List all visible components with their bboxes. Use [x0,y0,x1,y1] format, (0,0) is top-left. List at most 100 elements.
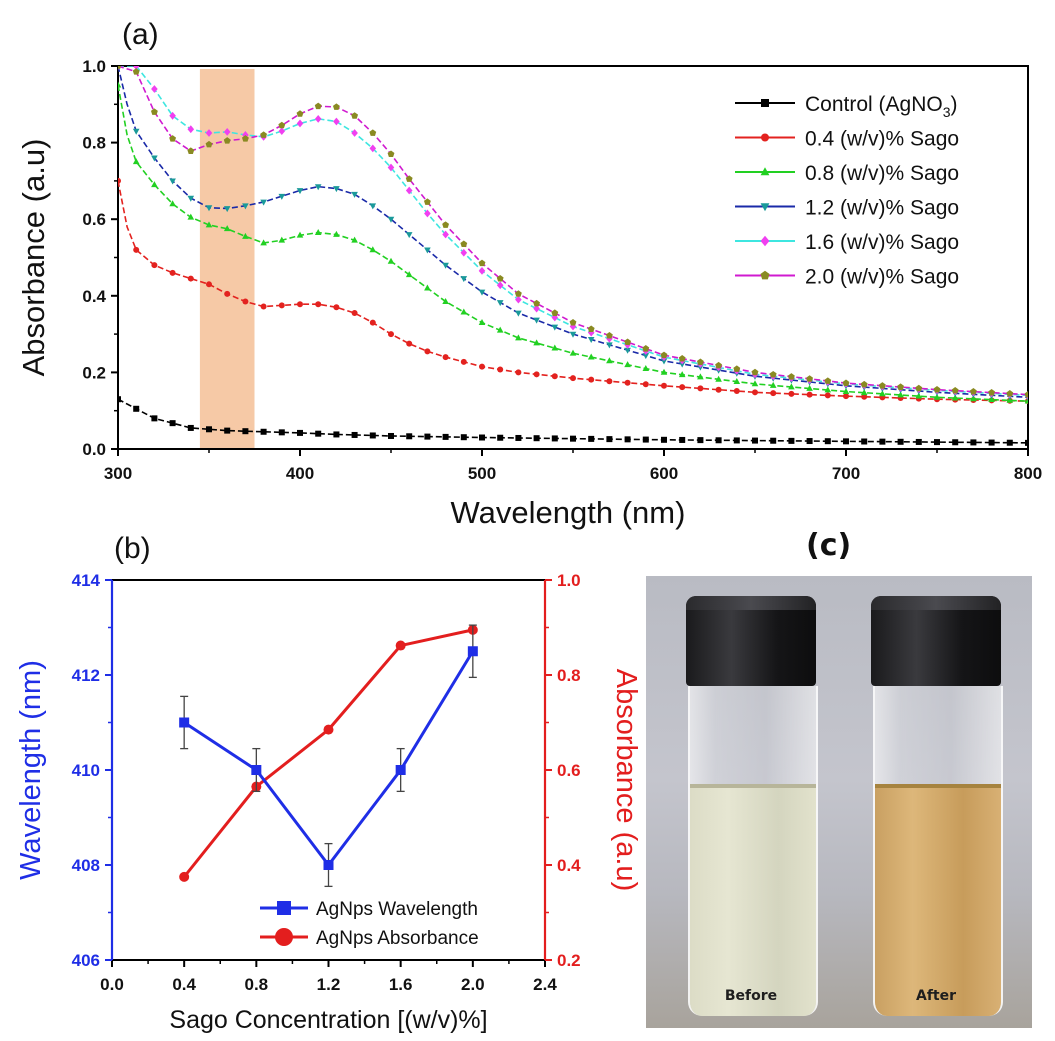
panel-label-c: (c) [806,528,852,563]
y-right-tick-label: 0.2 [557,951,581,970]
data-point [769,381,777,388]
data-point [169,200,176,207]
data-point [405,175,413,182]
series-markers [118,396,1028,446]
data-point [333,117,340,126]
data-point [387,150,395,158]
data-point [151,85,158,93]
y-tick-label: 0.2 [82,363,106,382]
data-point [515,334,522,341]
data-point [260,428,267,435]
data-point [569,349,577,356]
data-point [642,353,650,360]
data-point [1006,439,1013,446]
data-point [570,375,576,382]
data-point [697,385,704,392]
data-point [824,392,831,399]
data-point [387,163,395,172]
data-point [442,354,449,361]
data-point [515,369,522,376]
data-point [205,221,213,228]
data-point [1025,439,1028,446]
y-right-tick-label: 0.6 [557,761,581,780]
data-point [551,309,559,316]
x-tick-label: 400 [286,464,314,483]
data-point [388,331,394,338]
data-point [587,325,595,333]
data-point [278,121,286,129]
data-point [133,246,140,253]
data-point [642,345,650,352]
series-markers [118,66,1028,398]
vial-before: Before [676,596,826,1026]
data-point-absorbance [179,871,190,882]
data-point [223,127,231,136]
data-point [169,135,177,142]
data-point [118,177,121,184]
data-point [770,437,777,444]
data-point [315,301,322,308]
data-point [424,348,431,355]
data-point [788,437,795,444]
data-point [278,302,285,309]
data-point [333,186,340,193]
data-point [297,301,303,308]
data-point [515,310,522,317]
data-point [260,303,267,310]
x-tick-label: 1.2 [317,975,341,994]
data-point [206,281,212,288]
data-point [369,319,376,326]
data-point [187,147,195,154]
data-point [769,370,777,378]
data-point [697,437,704,444]
data-point [260,239,267,246]
data-point [497,434,504,441]
data-point [296,188,304,195]
data-point [678,355,686,362]
data-point [133,405,140,412]
data-point [806,384,813,391]
data-point [861,438,868,445]
data-point [533,304,540,313]
x-tick-label: 2.4 [533,975,557,994]
data-point [715,437,722,444]
data-point [515,295,522,304]
x-axis-title: Wavelength (nm) [451,495,686,530]
data-point [479,434,485,441]
vial-cap [871,596,1001,686]
data-point [314,102,322,110]
data-point [624,379,631,386]
data-point [660,368,668,375]
data-point [242,203,249,210]
vial-photo: Before After [646,576,1032,1028]
data-point [278,236,286,243]
data-point [897,383,905,390]
data-point [915,392,923,399]
data-point [933,393,941,400]
data-point [788,390,795,397]
data-point [351,310,358,317]
data-point [369,432,376,439]
panel-label-b: (b) [114,532,151,565]
data-point [296,231,304,238]
data-point [496,300,504,307]
vial-label-after: After [915,988,957,1004]
data-point [169,111,176,120]
data-point [606,378,613,385]
x-axis-title: Sago Concentration [(w/v)%] [169,1006,487,1034]
data-point [278,127,286,136]
data-point [369,246,377,253]
data-point [132,66,140,70]
data-point [606,436,613,443]
series-markers [118,81,1028,404]
data-point [988,389,996,396]
data-point-wavelength [395,765,406,775]
data-point [314,229,322,236]
data-point [442,221,450,228]
data-point [715,386,722,393]
data-point [678,371,686,378]
data-point [879,390,886,397]
data-point [150,108,158,115]
data-point [333,304,340,311]
data-point [187,125,195,134]
